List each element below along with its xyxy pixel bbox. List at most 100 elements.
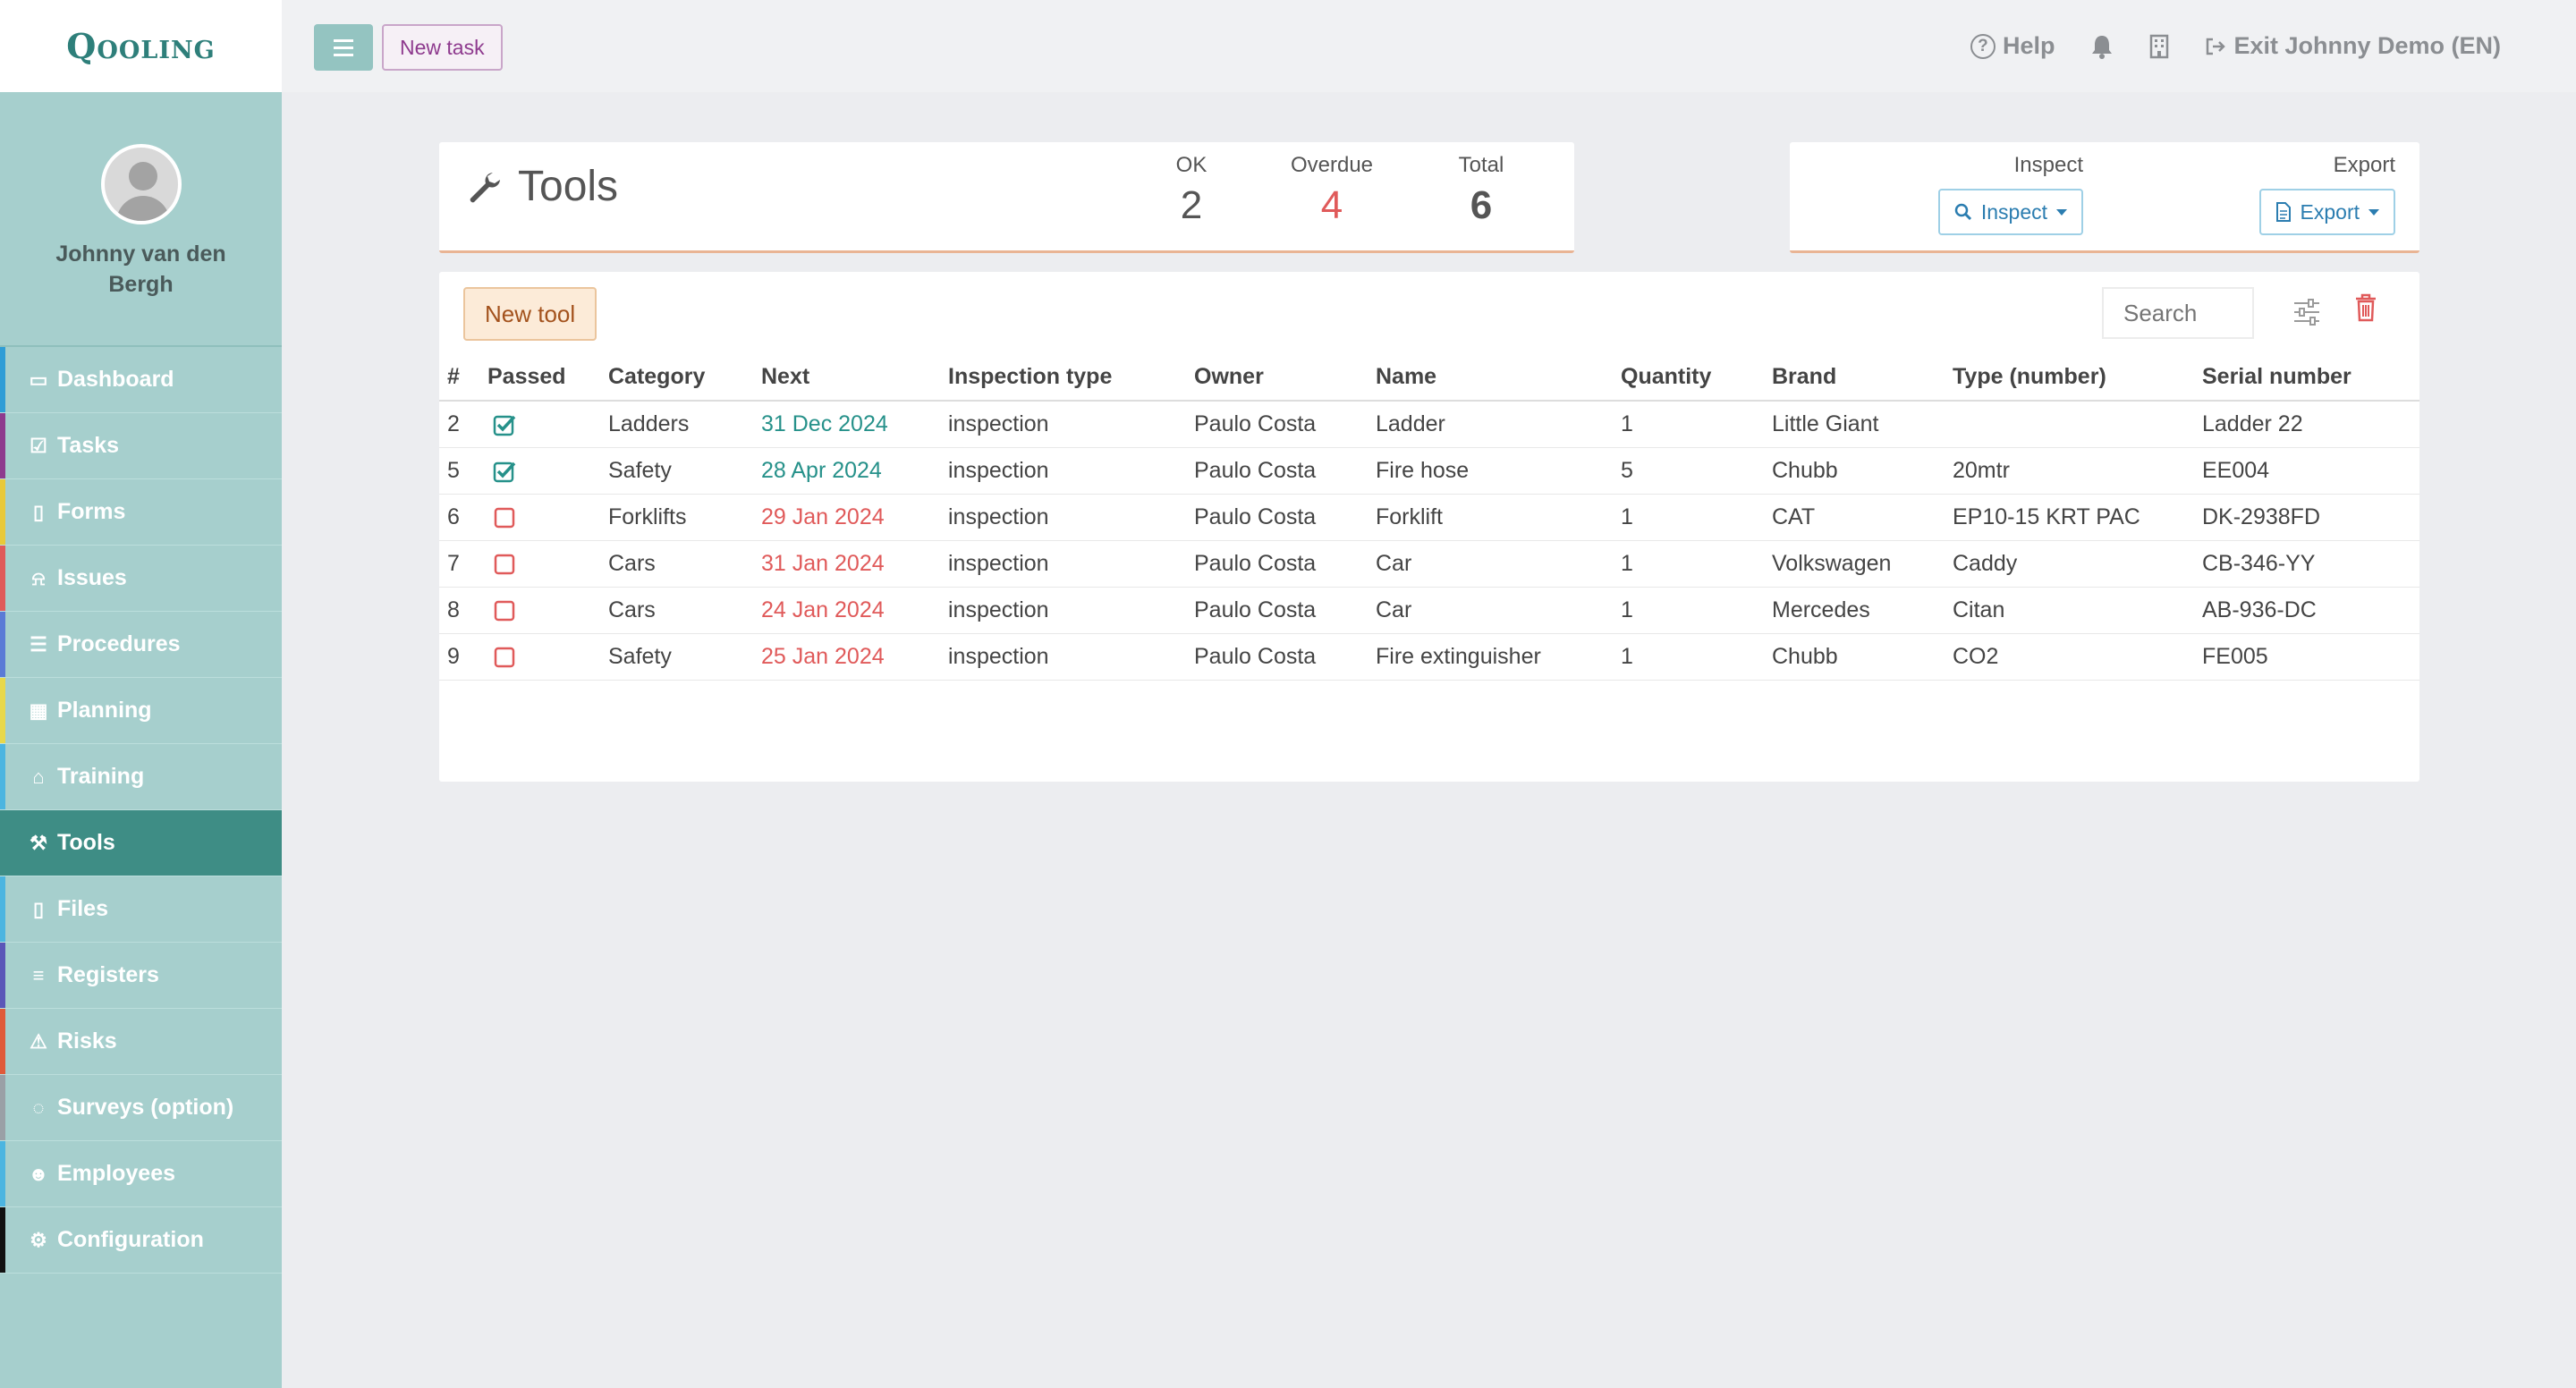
inspection-type-cell: inspection: [948, 633, 1194, 681]
sidebar-item-tasks[interactable]: ☑ Tasks: [0, 413, 282, 479]
quantity-cell: 1: [1621, 587, 1772, 634]
brand-cell: Chubb: [1772, 447, 1953, 495]
building-button[interactable]: [2149, 34, 2169, 59]
table-row[interactable]: 9 Safety 25 Jan 2024 inspection Paulo Costa F…: [439, 633, 2419, 681]
quantity-cell: 5: [1621, 447, 1772, 495]
column-header[interactable]: Next: [761, 354, 948, 402]
next-cell: 31 Jan 2024: [761, 540, 948, 588]
sidebar-item-label: Surveys (option): [57, 1095, 234, 1120]
bell-icon: ⍾: [31, 566, 46, 589]
column-header[interactable]: Passed: [487, 354, 608, 402]
sidebar-nav: ▭ Dashboard ☑ Tasks ▯ Forms ⍾ Issues ☰ Procedures…: [0, 347, 282, 1274]
column-header[interactable]: #: [439, 354, 487, 402]
column-header[interactable]: Quantity: [1621, 354, 1772, 402]
sidebar-item-label: Forms: [57, 499, 126, 524]
inspect-dropdown-button[interactable]: Inspect: [1937, 189, 2083, 235]
column-header[interactable]: Category: [608, 354, 761, 402]
filter-sliders-icon[interactable]: [2292, 299, 2321, 326]
sidebar-item-issues[interactable]: ⍾ Issues: [0, 546, 282, 612]
new-tool-button[interactable]: New tool: [463, 287, 597, 341]
unchecked-checkbox-icon[interactable]: [493, 553, 516, 576]
help-link[interactable]: ? Help: [1970, 32, 2055, 60]
column-header[interactable]: Inspection type: [948, 354, 1194, 402]
menu-toggle-button[interactable]: [314, 24, 373, 71]
stat-total-label: Total: [1458, 153, 1504, 177]
checked-checkbox-icon[interactable]: [493, 460, 516, 483]
num-cell: 6: [439, 494, 487, 541]
next-cell: 24 Jan 2024: [761, 587, 948, 634]
avatar[interactable]: [100, 144, 182, 224]
new-task-button[interactable]: New task: [382, 24, 503, 71]
file-icon: ▯: [32, 500, 45, 523]
sidebar-item-label: Registers: [57, 962, 159, 987]
name-cell: Fire extinguisher: [1376, 633, 1621, 681]
next-cell: 31 Dec 2024: [761, 401, 948, 448]
num-cell: 2: [439, 401, 487, 448]
sidebar-item-label: Configuration: [57, 1227, 204, 1252]
passed-cell: [487, 447, 608, 495]
sidebar-item-label: Tasks: [57, 433, 120, 458]
sidebar-item-surveys-option[interactable]: ◌ Surveys (option): [0, 1075, 282, 1141]
type-cell: [1953, 401, 2202, 448]
sidebar-item-color-bar: [0, 943, 5, 1008]
brand-cell: Mercedes: [1772, 587, 1953, 634]
owner-cell: Paulo Costa: [1194, 540, 1376, 588]
notifications-button[interactable]: [2090, 34, 2114, 59]
table-row[interactable]: 8 Cars 24 Jan 2024 inspection Paulo Costa Car…: [439, 587, 2419, 634]
unchecked-checkbox-icon[interactable]: [493, 599, 516, 622]
column-header[interactable]: Serial number: [2202, 354, 2419, 402]
stat-overdue-value[interactable]: 4: [1320, 183, 1343, 227]
unchecked-checkbox-icon[interactable]: [493, 646, 516, 669]
sidebar-item-files[interactable]: ▯ Files: [0, 876, 282, 943]
column-header[interactable]: Type (number): [1953, 354, 2202, 402]
export-dropdown-button[interactable]: Export: [2258, 189, 2395, 235]
table-row[interactable]: 6 Forklifts 29 Jan 2024 inspection Paulo Cos…: [439, 494, 2419, 541]
sidebar-item-dashboard[interactable]: ▭ Dashboard: [0, 347, 282, 413]
passed-cell: [487, 540, 608, 588]
stat-total-value[interactable]: 6: [1470, 183, 1493, 227]
sidebar-item-configuration[interactable]: ⚙ Configuration: [0, 1207, 282, 1274]
name-cell: Car: [1376, 540, 1621, 588]
column-header[interactable]: Name: [1376, 354, 1621, 402]
name-cell: Car: [1376, 587, 1621, 634]
sidebar-item-risks[interactable]: ⚠ Risks: [0, 1009, 282, 1075]
stat-total: Total 6: [1441, 153, 1521, 228]
export-group: Export Export: [2258, 153, 2395, 235]
search-input[interactable]: [2102, 287, 2254, 339]
sidebar-item-label: Procedures: [57, 631, 181, 656]
num-cell: 5: [439, 447, 487, 495]
quantity-cell: 1: [1621, 633, 1772, 681]
table-row[interactable]: 2 Ladders 31 Dec 2024 inspection Paulo Costa…: [439, 401, 2419, 448]
trash-icon[interactable]: [2354, 293, 2377, 322]
sidebar-item-planning[interactable]: ▦ Planning: [0, 678, 282, 744]
sidebar-item-tools[interactable]: ⚒ Tools: [0, 810, 282, 876]
column-header[interactable]: Owner: [1194, 354, 1376, 402]
sidebar-item-employees[interactable]: ☻ Employees: [0, 1141, 282, 1207]
unchecked-checkbox-icon[interactable]: [493, 506, 516, 529]
sidebar-item-forms[interactable]: ▯ Forms: [0, 479, 282, 546]
num-cell: 8: [439, 587, 487, 634]
table-row[interactable]: 7 Cars 31 Jan 2024 inspection Paulo Costa Car…: [439, 540, 2419, 588]
serial-cell: AB-936-DC: [2202, 587, 2419, 634]
sidebar-item-registers[interactable]: ≡ Registers: [0, 943, 282, 1009]
brand-cell: Little Giant: [1772, 401, 1953, 448]
page-title: Tools: [518, 163, 619, 210]
quantity-cell: 1: [1621, 540, 1772, 588]
type-cell: CO2: [1953, 633, 2202, 681]
logo-area[interactable]: Qooling: [0, 0, 282, 92]
check-square-icon: ☑: [30, 434, 47, 457]
app-logo[interactable]: Qooling: [66, 26, 216, 66]
column-header[interactable]: Brand: [1772, 354, 1953, 402]
checked-checkbox-icon[interactable]: [493, 413, 516, 436]
sidebar-item-color-bar: [0, 810, 5, 876]
quantity-cell: 1: [1621, 494, 1772, 541]
num-cell: 7: [439, 540, 487, 588]
sidebar-item-procedures[interactable]: ☰ Procedures: [0, 612, 282, 678]
table-row[interactable]: 5 Safety 28 Apr 2024 inspection Paulo Costa F…: [439, 447, 2419, 495]
sidebar-item-color-bar: [0, 546, 5, 611]
serial-cell: FE005: [2202, 633, 2419, 681]
caret-down-icon: [2056, 208, 2067, 216]
stat-ok-value[interactable]: 2: [1180, 183, 1203, 227]
sidebar-item-training[interactable]: ⌂ Training: [0, 744, 282, 810]
exit-demo-link[interactable]: Exit Johnny Demo (EN): [2205, 32, 2501, 60]
